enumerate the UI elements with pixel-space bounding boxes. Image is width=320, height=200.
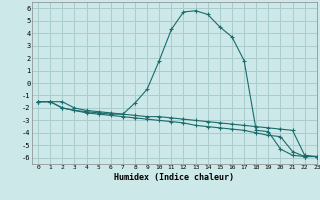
X-axis label: Humidex (Indice chaleur): Humidex (Indice chaleur)	[115, 173, 234, 182]
